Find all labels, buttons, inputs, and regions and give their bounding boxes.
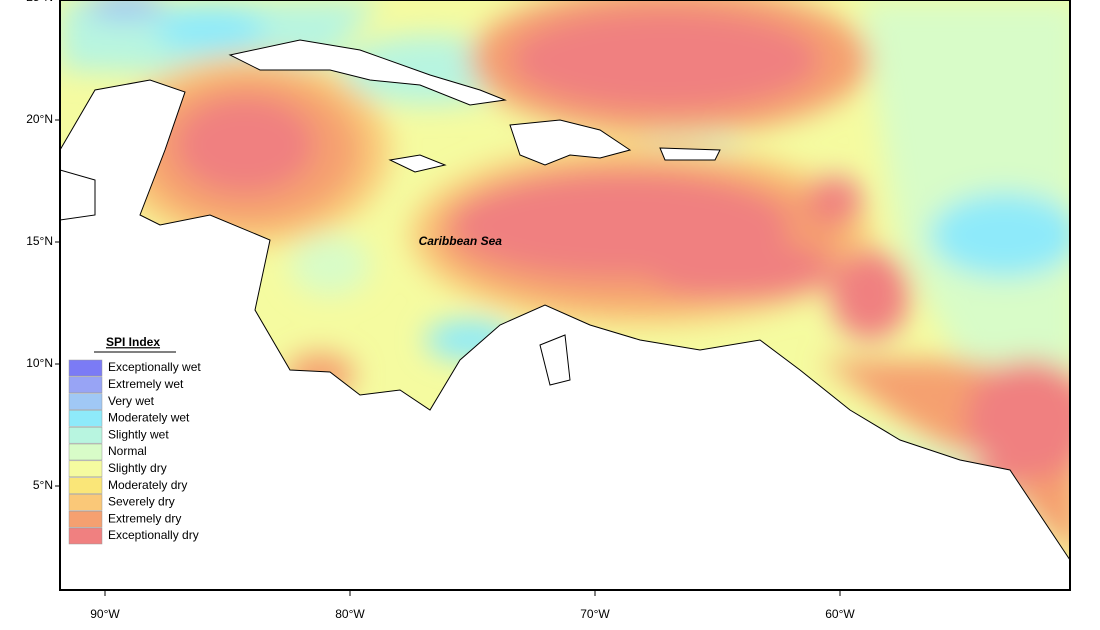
legend-swatch	[68, 494, 103, 511]
legend-label: Slightly dry	[108, 461, 167, 475]
legend-label: Extremely dry	[108, 511, 181, 525]
lon-tick-label: 80°W	[335, 607, 365, 621]
map-frame	[59, 0, 1071, 591]
legend-label: Normal	[108, 444, 147, 458]
lat-tick-label: 5°N	[33, 478, 53, 492]
legend-label: Exceptionally wet	[108, 360, 201, 374]
legend-label: Slightly wet	[108, 427, 169, 441]
legend-label: Moderately wet	[108, 411, 190, 425]
legend-swatch	[68, 460, 103, 478]
legend-swatch	[68, 443, 103, 461]
legend-label: Moderately dry	[108, 478, 187, 492]
legend-swatch	[68, 527, 103, 545]
lat-tick-label: 10°N	[26, 356, 53, 370]
legend-label: Very wet	[108, 394, 155, 408]
legend-label: Exceptionally dry	[108, 528, 199, 542]
legend-swatch	[68, 359, 103, 377]
lon-tick-label: 60°W	[825, 607, 855, 621]
lat-tick-label: 25°N	[26, 0, 53, 4]
legend-swatch	[68, 510, 103, 528]
lon-tick-label: 70°W	[580, 607, 610, 621]
legend-title: SPI Index	[106, 335, 160, 349]
legend-label: Extremely wet	[108, 377, 184, 391]
spi-field	[60, 0, 1070, 590]
legend-swatch	[68, 477, 103, 494]
lat-tick-label: 20°N	[26, 112, 53, 126]
place-label: Caribbean Sea	[419, 234, 503, 248]
legend-swatch	[68, 426, 103, 444]
legend-swatch	[68, 410, 103, 427]
legend-swatch	[68, 393, 103, 410]
place-label: Atlantic Ocean	[748, 0, 833, 4]
legend-label: Severely dry	[108, 495, 175, 509]
lat-tick-label: 15°N	[26, 234, 53, 248]
legend-swatch	[68, 376, 103, 394]
lon-tick-label: 90°W	[90, 607, 120, 621]
